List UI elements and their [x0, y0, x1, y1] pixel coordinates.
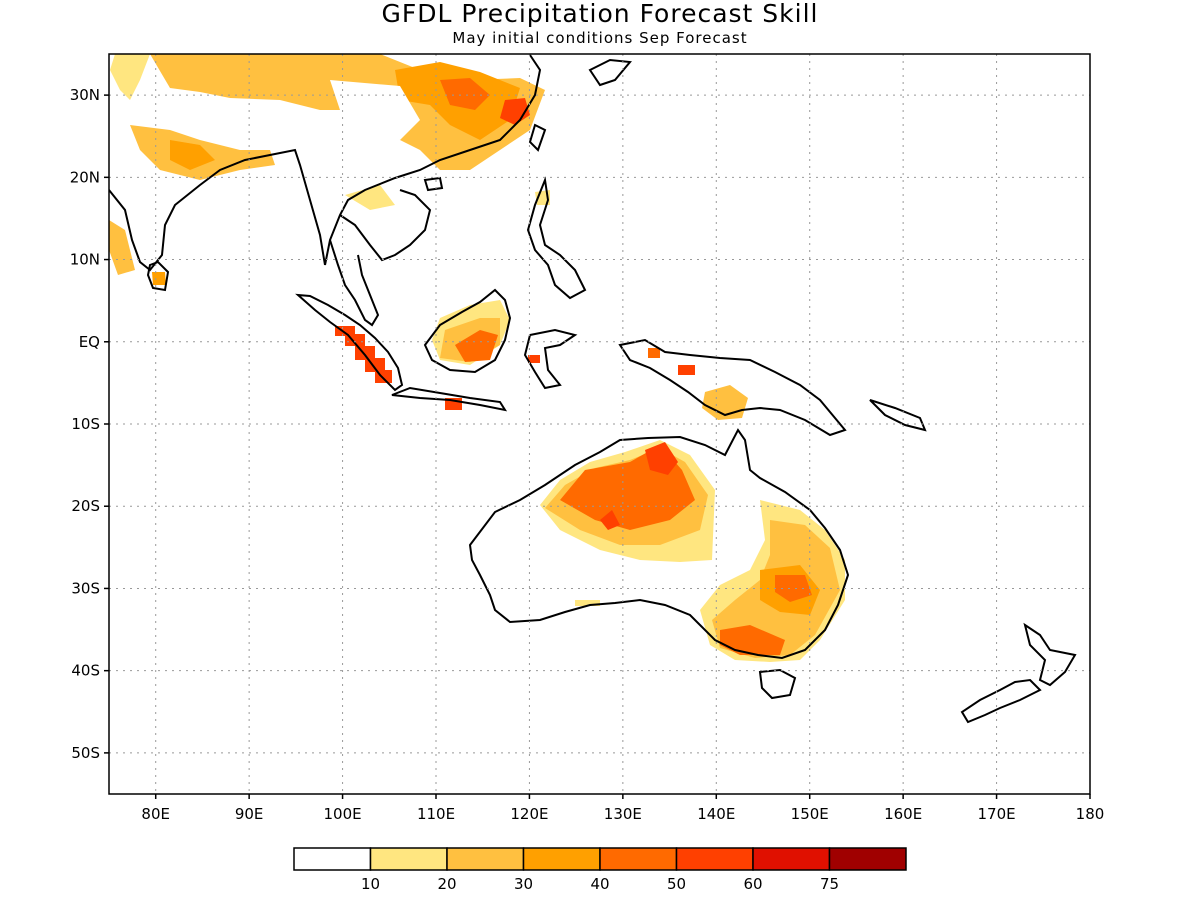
colorbar-label: 30 [514, 875, 533, 893]
skill-patch-srilanka [152, 272, 166, 285]
colorbar-label: 40 [590, 875, 609, 893]
colorbar-swatch [752, 847, 831, 871]
skill-patch-sulawesi [528, 355, 540, 363]
coast-tasmania [758, 668, 797, 700]
coast-taiwan [528, 123, 547, 152]
skill-patch-himalaya-2 [170, 140, 215, 170]
coast-philippines [526, 176, 587, 300]
lat-tick-label: 20N [70, 168, 100, 186]
skill-patch-newguinea-2 [678, 365, 695, 375]
lat-tick-label: 30N [70, 86, 100, 104]
coast-newzealand-north [1023, 622, 1077, 687]
lon-tick-label: 100E [324, 805, 362, 823]
lon-tick-label: 160E [884, 805, 922, 823]
colorbar-swatch [293, 847, 372, 871]
colorbar-label: 60 [743, 875, 762, 893]
coast-hainan [423, 176, 444, 192]
skill-patch-china-5 [500, 98, 530, 125]
lon-tick-label: 150E [791, 805, 829, 823]
coast-sumatra [295, 293, 404, 392]
coast-solomons [869, 399, 927, 432]
lat-tick-label: 50S [71, 744, 100, 762]
skill-patch-india-west [109, 220, 135, 275]
colorbar-swatch [599, 847, 678, 871]
coast-srilanka [146, 260, 170, 292]
coast-sulawesi [523, 328, 578, 390]
coast-japan [588, 58, 632, 87]
lon-tick-label: 90E [235, 805, 264, 823]
colorbar-swatch [522, 847, 601, 871]
lon-tick-label: 120E [510, 805, 548, 823]
coast-india [109, 148, 326, 272]
coast-newguinea [618, 338, 847, 437]
colorbar-label: 75 [820, 875, 839, 893]
lat-tick-label: 30S [71, 579, 100, 597]
colorbar-label: 10 [361, 875, 380, 893]
lat-tick-label: 10S [71, 415, 100, 433]
map-title: GFDL Precipitation Forecast Skill [381, 0, 819, 28]
coast-newzealand-south [960, 678, 1042, 724]
skill-patch-nw-australia-4 [645, 442, 678, 475]
colorbar-swatch [446, 847, 525, 871]
skill-patch-newguinea-1 [648, 348, 660, 358]
coast-indochina [324, 54, 542, 266]
map-subtitle: May initial conditions Sep Forecast [452, 29, 748, 47]
skill-patch-china-2 [110, 54, 150, 100]
colorbar: 10 20 30 40 50 60 75 [293, 847, 907, 893]
lat-tick-label: 40S [71, 662, 100, 680]
colorbar-label: 50 [667, 875, 686, 893]
coast-java [391, 386, 508, 412]
lon-tick-label: 110E [417, 805, 455, 823]
colorbar-swatch [828, 847, 907, 871]
skill-patch-nw-australia-5 [600, 510, 620, 530]
coast-malay-peninsula [329, 239, 380, 327]
coastlines [109, 54, 1077, 724]
colorbar-label: 20 [437, 875, 456, 893]
lat-tick-label: 20S [71, 497, 100, 515]
skill-patch-e-australia-4 [775, 575, 812, 602]
skill-patch-e-australia-5 [720, 625, 785, 655]
coast-australia [468, 428, 850, 660]
skill-patch-burma [345, 185, 395, 210]
colorbar-swatch [369, 847, 448, 871]
lon-tick-label: 140E [697, 805, 735, 823]
skill-patch-china-4 [440, 78, 490, 110]
axis-ticks: 30N 20N 10N EQ 10S 20S 30S 40S 50S 80E 90E 100E 110E… [70, 86, 1105, 823]
lon-tick-label: 170E [978, 805, 1016, 823]
skill-patch-borneo-3 [455, 330, 498, 362]
lon-tick-label: 180 [1076, 805, 1105, 823]
colorbar-swatch [675, 847, 754, 871]
lat-tick-label: EQ [79, 333, 100, 351]
lat-tick-label: 10N [70, 251, 100, 269]
lon-tick-label: 80E [141, 805, 170, 823]
coast-borneo [423, 288, 512, 374]
lon-tick-label: 130E [604, 805, 642, 823]
coast-thai-gulf [339, 189, 432, 262]
